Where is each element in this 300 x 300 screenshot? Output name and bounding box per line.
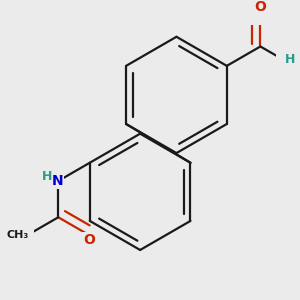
Text: CH₃: CH₃	[6, 230, 28, 240]
Text: H: H	[285, 53, 295, 66]
Text: H: H	[42, 169, 52, 183]
Text: O: O	[83, 233, 95, 247]
Text: N: N	[51, 174, 63, 188]
Text: O: O	[254, 0, 266, 14]
